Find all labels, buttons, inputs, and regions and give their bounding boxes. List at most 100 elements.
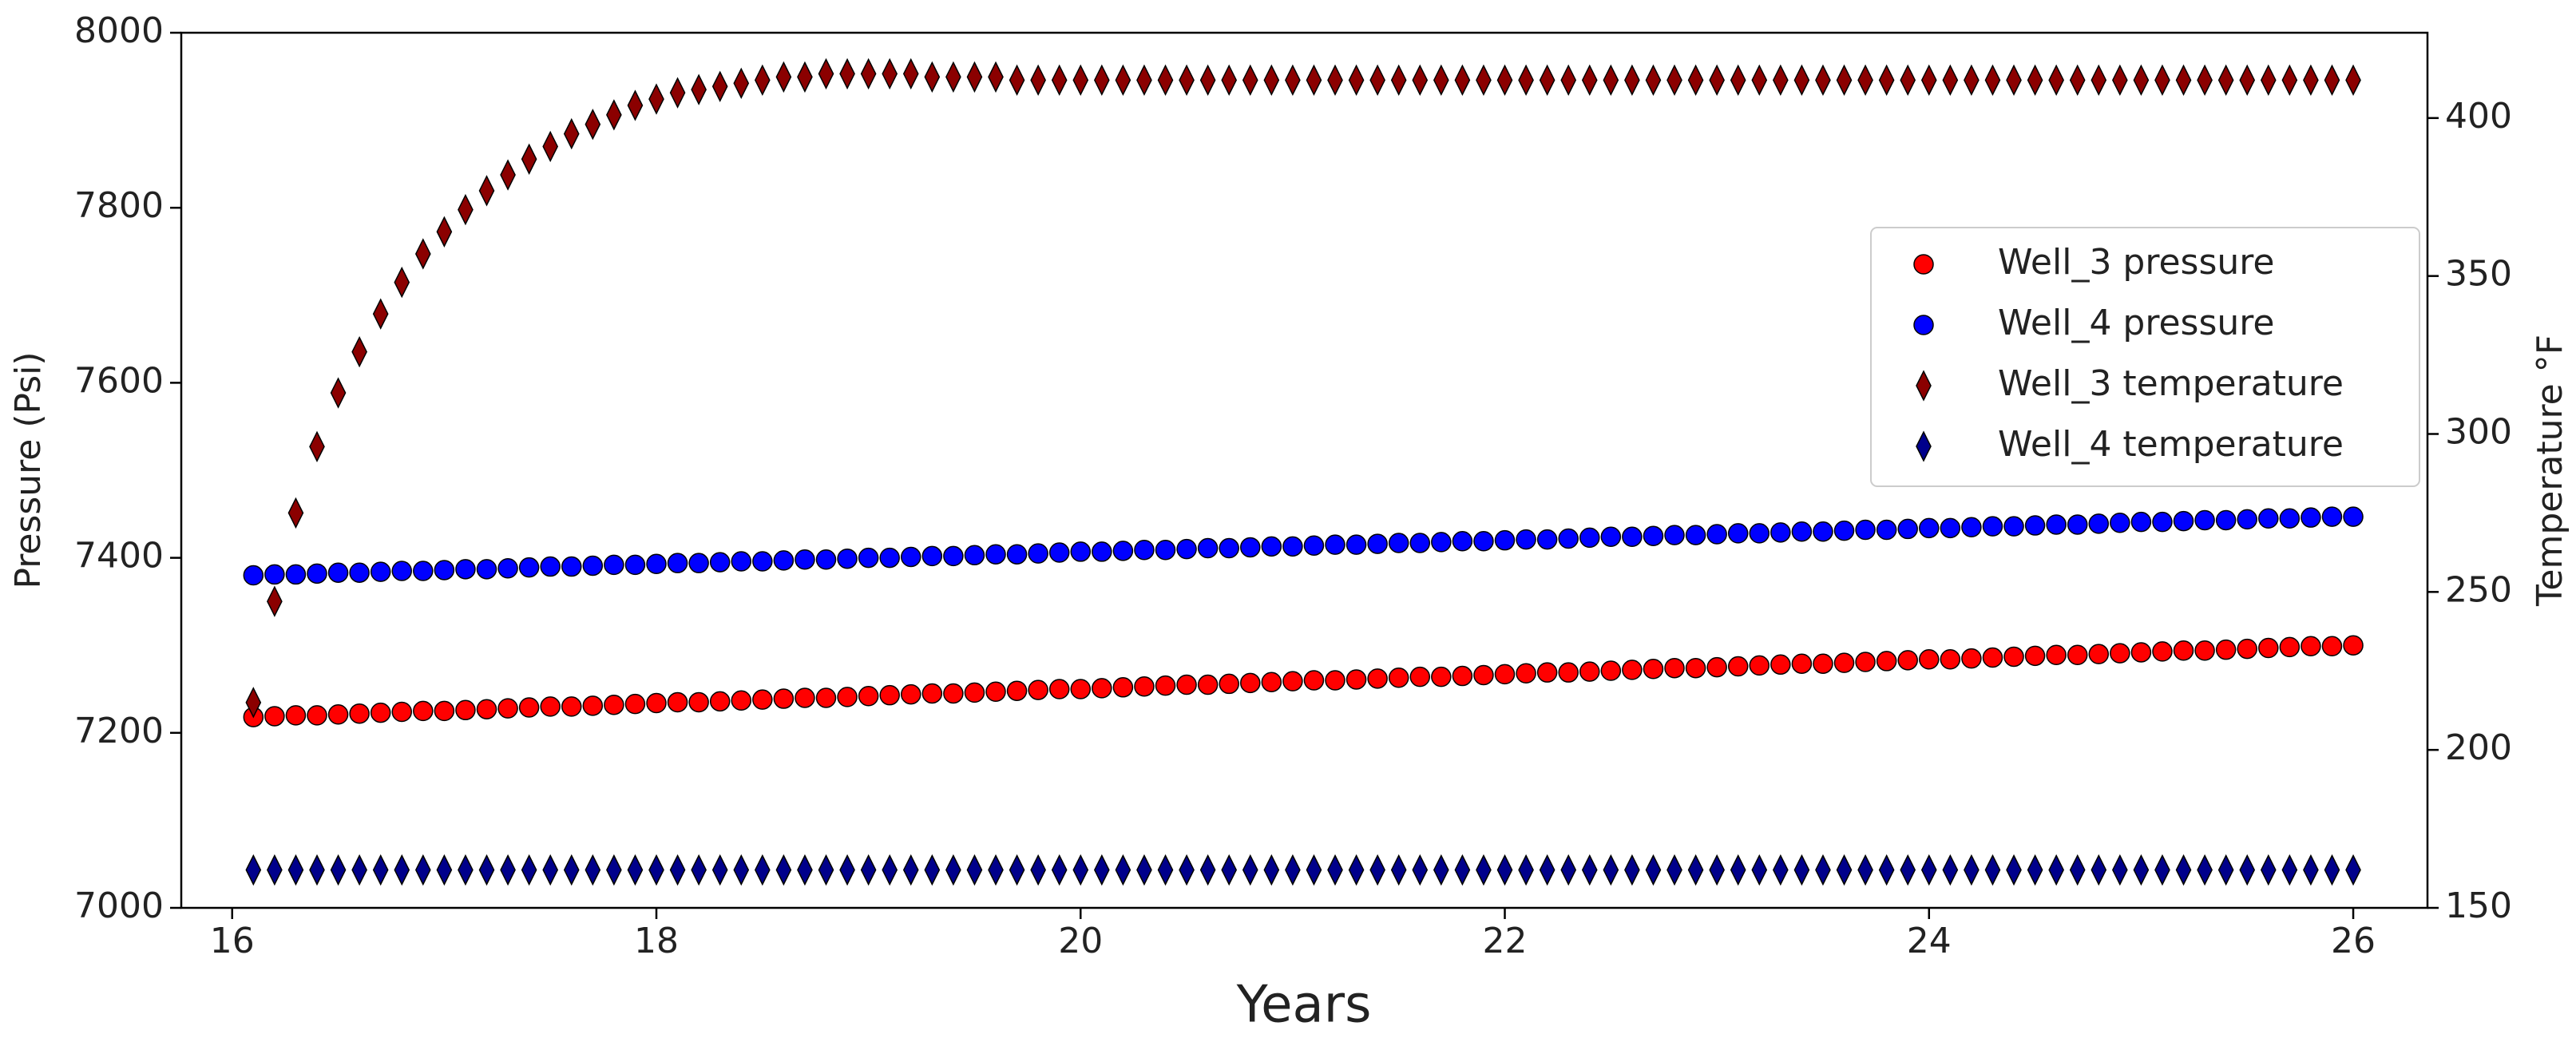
scatter-point [1855, 519, 1876, 541]
scatter-point [1666, 64, 1682, 97]
scatter-point [1261, 672, 1282, 692]
y-tick-label: 7000 [74, 886, 164, 926]
scatter-point [921, 545, 943, 567]
scatter-point [2237, 509, 2257, 530]
scatter-point [2003, 516, 2024, 537]
scatter-point [2324, 854, 2340, 886]
scatter-point [1770, 654, 1791, 676]
scatter-point [731, 551, 752, 572]
scatter-point [330, 377, 347, 409]
scatter-point [455, 699, 476, 721]
scatter-point [966, 854, 983, 886]
scatter-point [627, 854, 644, 886]
scatter-point [1006, 680, 1028, 701]
scatter-point [370, 702, 391, 723]
y2-tick-label: 400 [2445, 96, 2512, 137]
scatter-point [815, 549, 837, 570]
scatter-point [413, 561, 434, 581]
scatter-point [1261, 536, 1282, 557]
scatter-point [1919, 517, 1940, 539]
scatter-point [563, 854, 580, 886]
scatter-point [646, 692, 667, 714]
y2-axis-label: Temperature °F [2530, 335, 2570, 607]
scatter-point [1369, 64, 1385, 97]
scatter-point [1581, 854, 1598, 886]
scatter-point [2217, 854, 2234, 886]
scatter-point [2112, 64, 2128, 97]
scatter-point [476, 699, 497, 719]
scatter-point [2215, 509, 2237, 531]
scatter-point [797, 61, 813, 93]
scatter-point [1687, 64, 1704, 97]
legend-marker [1913, 315, 1934, 335]
scatter-point [1685, 657, 1706, 679]
scatter-point [688, 691, 709, 713]
legend-label: Well_4 temperature [1998, 424, 2344, 465]
scatter-point [1051, 854, 1068, 886]
scatter-point [1730, 854, 1746, 886]
scatter-point [945, 854, 961, 886]
scatter-point [646, 553, 667, 575]
scatter-point [1876, 651, 1897, 672]
scatter-point [1793, 854, 1810, 886]
scatter-point [2343, 635, 2364, 656]
scatter-point [1727, 523, 1749, 544]
scatter-point [1112, 677, 1134, 698]
scatter-point [1199, 854, 1216, 886]
scatter-point [434, 560, 455, 580]
scatter-point [1157, 64, 1174, 97]
scatter-point [245, 854, 262, 886]
scatter-point [2110, 513, 2130, 533]
x-tick-label: 20 [1058, 921, 1103, 961]
scatter-point [1030, 64, 1046, 97]
scatter-point [604, 554, 624, 576]
scatter-point [2321, 636, 2343, 657]
scatter-point [264, 564, 285, 585]
scatter-point [1221, 64, 1238, 97]
scatter-point [606, 99, 622, 131]
plot-frame [180, 31, 2429, 909]
scatter-point [414, 238, 431, 270]
scatter-point [1813, 521, 1833, 542]
scatter-point [945, 61, 961, 93]
scatter-point [2258, 637, 2279, 659]
scatter-point [901, 546, 921, 568]
scatter-point [1306, 64, 1322, 97]
scatter-point [1390, 64, 1407, 97]
scatter-point [731, 690, 752, 711]
scatter-point [478, 175, 495, 207]
scatter-point [1579, 527, 1600, 549]
y2-tick-label: 350 [2445, 254, 2512, 295]
scatter-point [691, 73, 707, 105]
scatter-point [879, 684, 900, 706]
scatter-point [964, 545, 985, 566]
scatter-point [1982, 647, 2003, 668]
scatter-point [1942, 854, 1959, 886]
scatter-point [669, 77, 686, 109]
scatter-point [1433, 64, 1449, 97]
scatter-point [351, 854, 367, 886]
scatter-point [818, 57, 834, 90]
scatter-point [1176, 538, 1197, 560]
scatter-point [1645, 64, 1662, 97]
scatter-point [2301, 636, 2321, 657]
scatter-point [1092, 541, 1112, 562]
scatter-point [1348, 64, 1365, 97]
scatter-point [1197, 674, 1219, 695]
scatter-point [1878, 64, 1895, 97]
x-tick-label: 22 [1483, 921, 1528, 961]
scatter-point [1624, 854, 1640, 886]
scatter-point [2154, 854, 2170, 886]
scatter-point [1984, 854, 2001, 886]
scatter-point [1709, 854, 1725, 886]
scatter-point [797, 854, 813, 886]
scatter-point [540, 696, 561, 717]
scatter-point [1664, 525, 1685, 545]
scatter-point [1516, 529, 1536, 550]
scatter-point [1157, 854, 1174, 886]
scatter-point [1051, 64, 1068, 97]
scatter-point [1409, 666, 1431, 687]
scatter-point [436, 216, 453, 248]
scatter-point [1709, 64, 1725, 97]
